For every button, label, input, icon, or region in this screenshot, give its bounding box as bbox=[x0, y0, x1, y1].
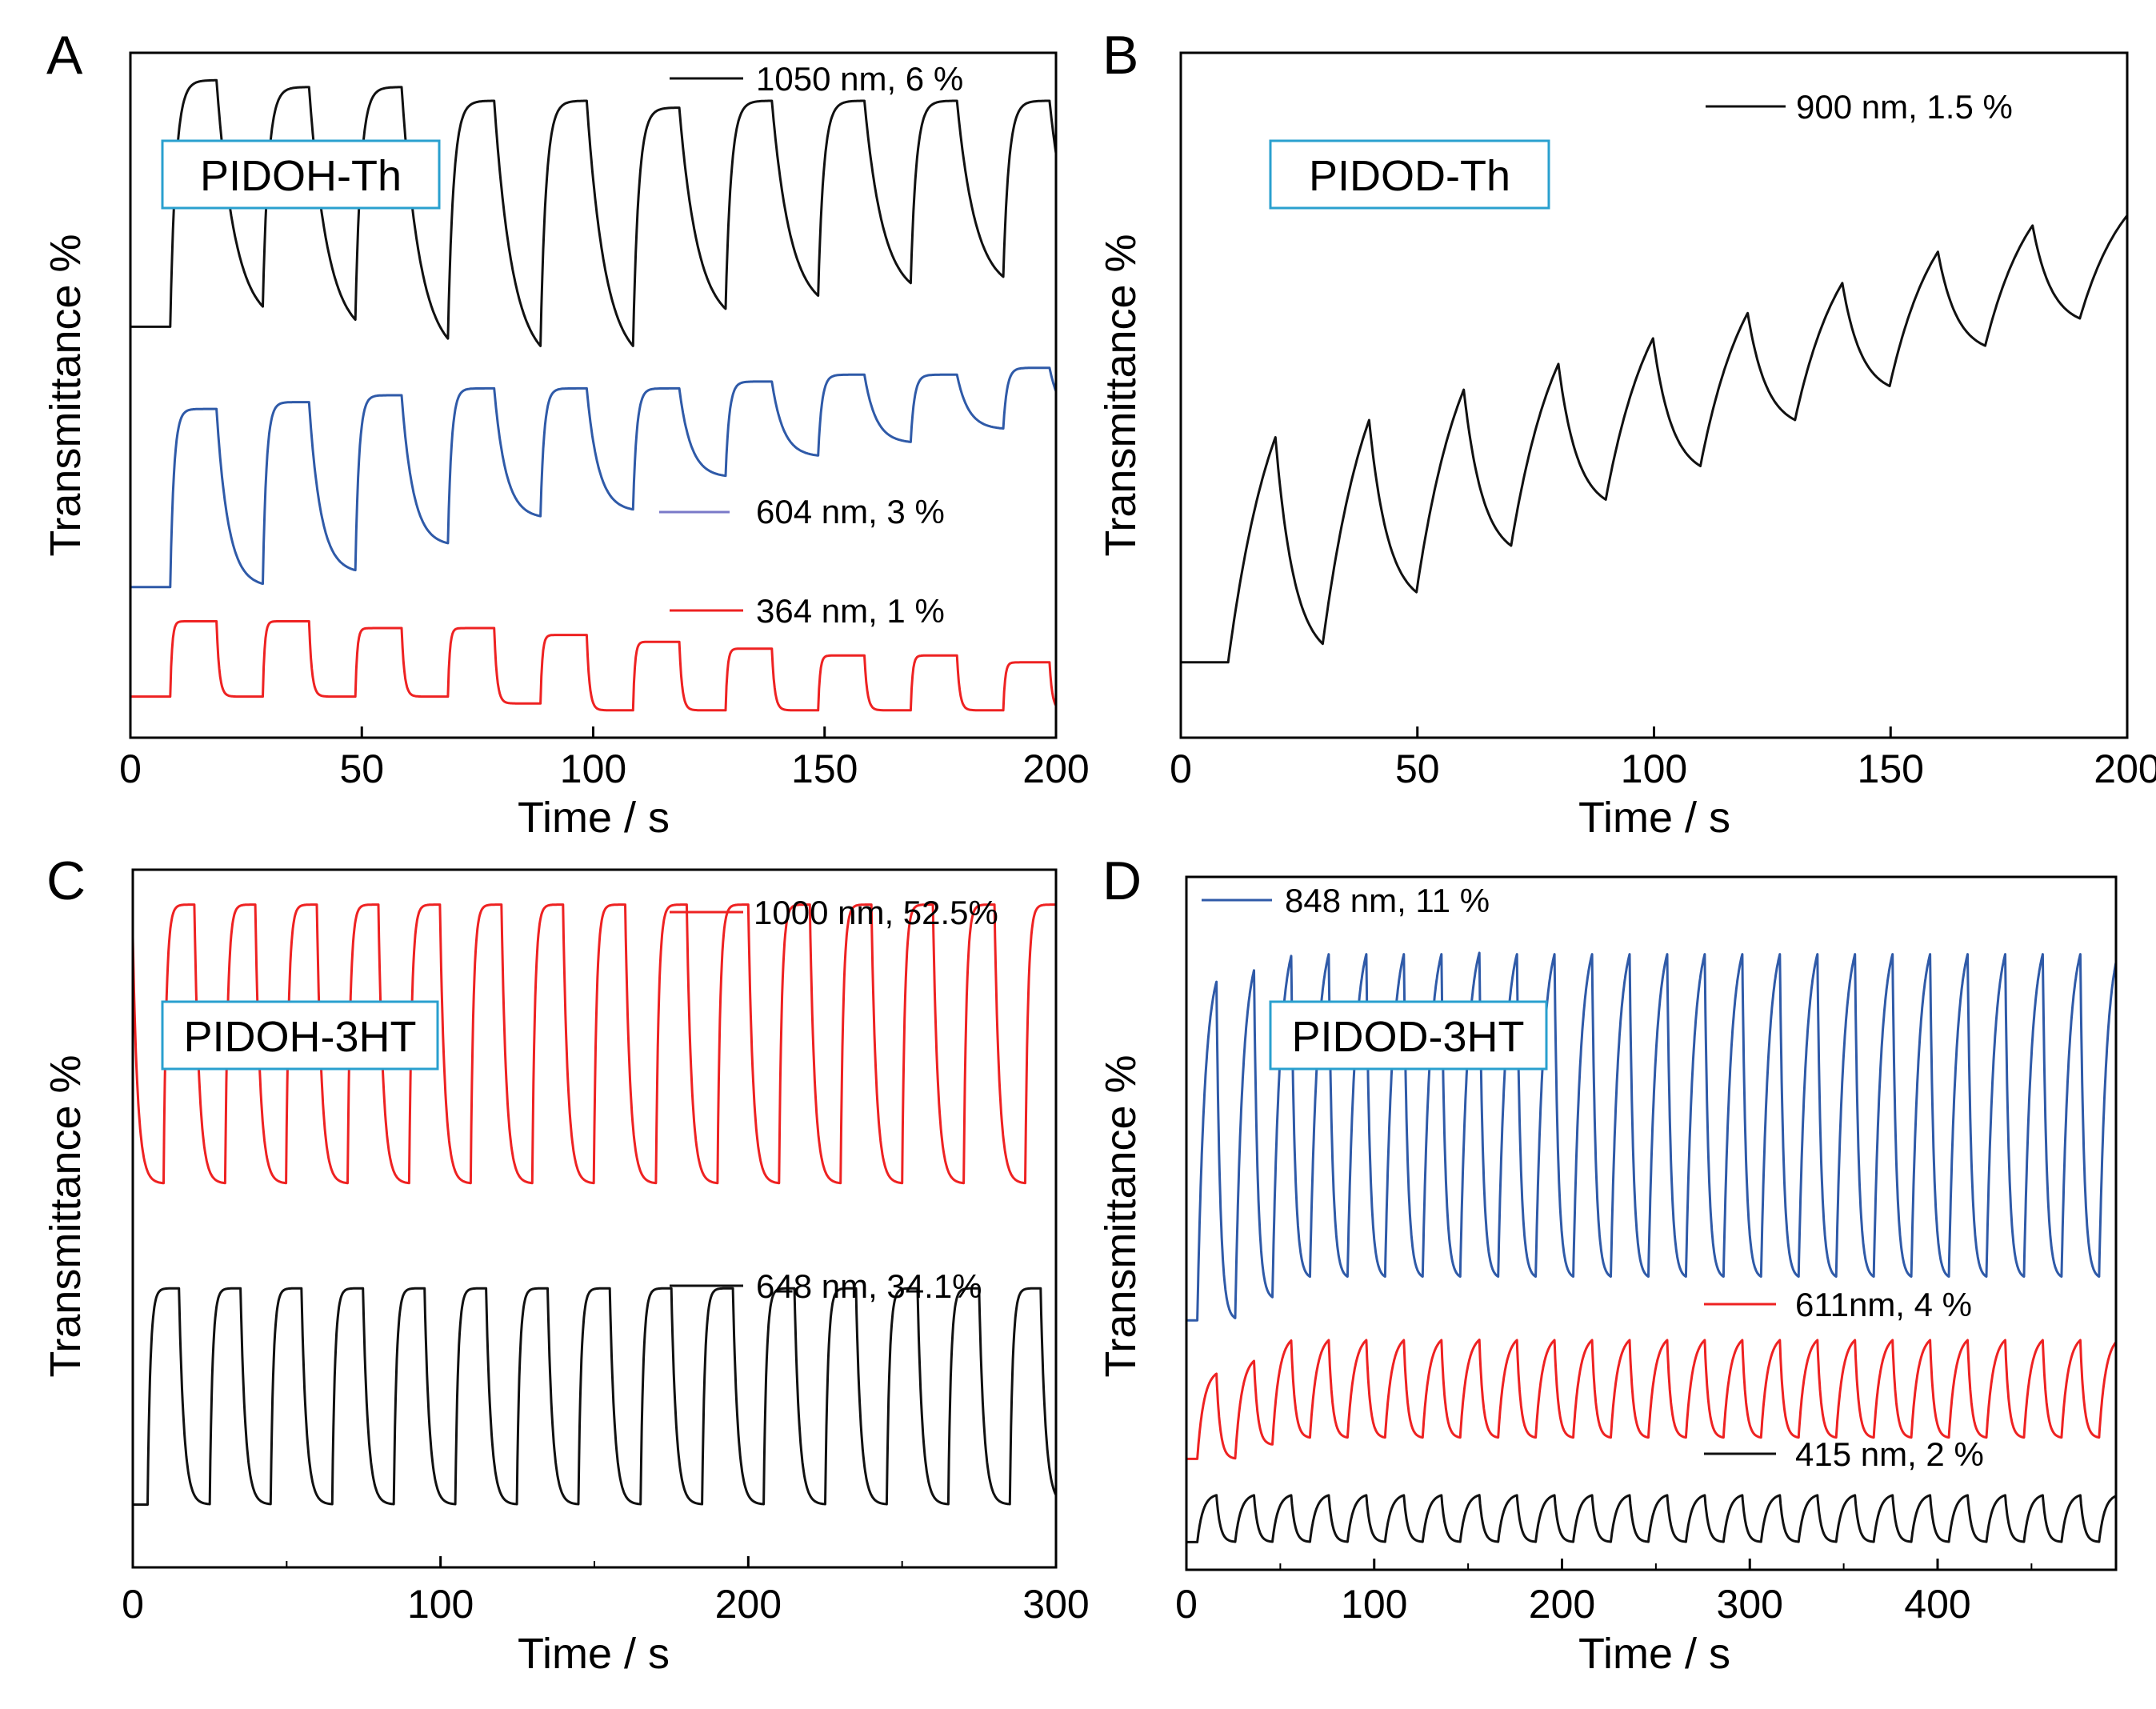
x-tick-label: 150 bbox=[1858, 746, 1924, 791]
x-tick-label: 0 bbox=[119, 746, 142, 791]
x-tick-label: 200 bbox=[1529, 1582, 1595, 1627]
x-tick-label: 100 bbox=[560, 746, 626, 791]
sample-label: PIDOH-Th bbox=[200, 152, 402, 200]
series-line-0 bbox=[1180, 214, 2129, 664]
legend-label-648nm: 648 nm, 34.1% bbox=[756, 1267, 982, 1305]
y-axis-label: Transmittance % bbox=[42, 234, 90, 556]
legend-label-415nm: 415 nm, 2 % bbox=[1795, 1435, 1984, 1473]
legend-label-1050nm: 1050 nm, 6 % bbox=[756, 60, 963, 98]
y-axis-label: Transmittance % bbox=[1097, 1055, 1145, 1377]
panel-letter: B bbox=[1102, 25, 1138, 86]
panel-b: B 0 50 100 150 200 Time / s Transmittance % … bbox=[1097, 25, 2156, 842]
sample-label: PIDOD-3HT bbox=[1291, 1013, 1524, 1061]
series-line-1 bbox=[132, 1287, 1058, 1506]
panel-letter: C bbox=[46, 850, 86, 911]
legend-label-364nm: 364 nm, 1 % bbox=[756, 592, 945, 630]
y-axis-label: Transmittance % bbox=[1097, 234, 1145, 556]
x-tick-label: 0 bbox=[122, 1582, 144, 1627]
x-tick-label: 50 bbox=[1395, 746, 1440, 791]
legend-label-900nm: 900 nm, 1.5 % bbox=[1796, 88, 2013, 126]
panel-letter: D bbox=[1102, 850, 1142, 911]
legend-label-611nm: 611nm, 4 % bbox=[1795, 1286, 1972, 1323]
sample-label-box bbox=[1269, 139, 1550, 210]
x-tick-label: 200 bbox=[715, 1582, 782, 1627]
series-line-1 bbox=[1186, 1339, 2118, 1460]
panel-letter: A bbox=[46, 25, 83, 86]
x-axis-label: Time / s bbox=[518, 1630, 670, 1678]
series-line-2 bbox=[1186, 1494, 2117, 1543]
x-tick-label: 150 bbox=[791, 746, 858, 791]
series-line-1 bbox=[130, 366, 1058, 589]
x-tick-label: 50 bbox=[339, 746, 384, 791]
x-tick-label: 0 bbox=[1175, 1582, 1198, 1627]
series-line-0 bbox=[130, 78, 1058, 347]
sample-label: PIDOH-3HT bbox=[183, 1013, 416, 1061]
plot-frame bbox=[1185, 875, 2118, 1571]
series-line-0 bbox=[131, 903, 1057, 1185]
x-axis-label: Time / s bbox=[518, 794, 670, 842]
x-tick-label: 100 bbox=[1621, 746, 1687, 791]
x-tick-label: 300 bbox=[1717, 1582, 1783, 1627]
legend-label-1000nm: 1000 nm, 52.5% bbox=[754, 894, 998, 931]
x-tick-label: 400 bbox=[1904, 1582, 1970, 1627]
legend-label-604nm: 604 nm, 3 % bbox=[756, 493, 945, 530]
x-axis-label: Time / s bbox=[1578, 1630, 1730, 1678]
sample-label: PIDOD-Th bbox=[1309, 152, 1510, 200]
sample-label-box bbox=[1269, 1000, 1548, 1071]
x-tick-label: 200 bbox=[1022, 746, 1089, 791]
legend-label-848nm: 848 nm, 11 % bbox=[1285, 882, 1490, 919]
x-tick-label: 0 bbox=[1170, 746, 1192, 791]
panel-d: D 0 100 200 300 400 Time / s Transmittance %… bbox=[1097, 850, 2118, 1678]
x-tick-label: 300 bbox=[1022, 1582, 1089, 1627]
x-tick-label: 100 bbox=[1341, 1582, 1407, 1627]
sample-label-box bbox=[161, 139, 441, 210]
x-tick-label: 200 bbox=[2094, 746, 2156, 791]
sample-label-box bbox=[161, 1000, 439, 1071]
panel-a: A 0 50 100 150 200 Time / s Transmittance % … bbox=[42, 25, 1090, 842]
y-axis-label: Transmittance % bbox=[42, 1055, 90, 1377]
x-tick-label: 100 bbox=[407, 1582, 474, 1627]
series-line-2 bbox=[130, 620, 1058, 712]
series-line-0 bbox=[1186, 951, 2118, 1322]
x-axis-label: Time / s bbox=[1578, 794, 1730, 842]
panel-c: C 0 100 200 300 Time / s Transmittance % PI… bbox=[42, 850, 1090, 1678]
